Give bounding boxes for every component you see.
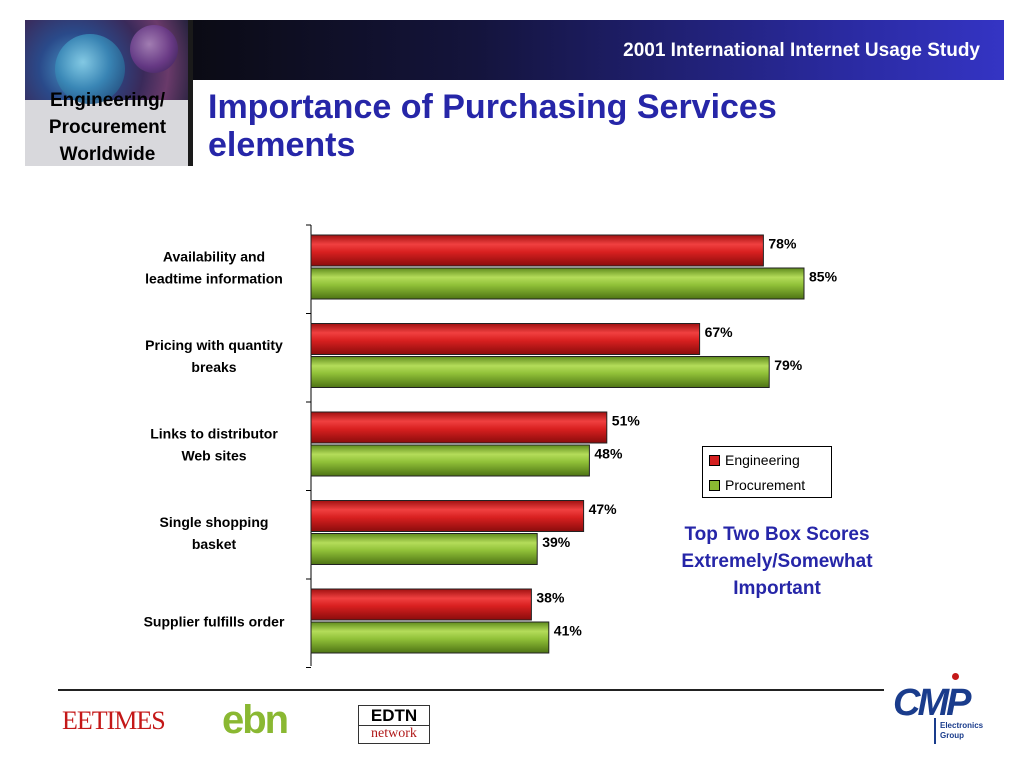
- bar-value-label: 79%: [774, 357, 803, 373]
- cmp-logo-subtitle: Electronics Group: [940, 721, 983, 741]
- logo-line-1: Engineering/: [49, 90, 166, 111]
- logo-line-2: Procurement: [48, 117, 167, 138]
- edtn-logo-top: EDTN: [370, 706, 418, 725]
- legend-item-procurement: Procurement: [709, 476, 805, 494]
- bar-value-label: 78%: [768, 236, 797, 252]
- bar-engineering: [310, 500, 585, 532]
- note-line-2: Extremely/Somewhat: [681, 551, 873, 572]
- cmp-sub-line-1: Electronics: [940, 721, 984, 730]
- chart-legend: Engineering Procurement: [702, 446, 832, 498]
- legend-swatch-engineering: [709, 454, 720, 466]
- bar-value-label: 47%: [589, 501, 618, 517]
- title-line-1: Importance of Purchasing Services: [208, 88, 777, 126]
- category-label-line: leadtime information: [145, 270, 283, 286]
- globe-image: [25, 20, 190, 104]
- eetimes-logo: EETIMES: [62, 706, 166, 735]
- page-title: Importance of Purchasing Services elemen…: [208, 88, 928, 164]
- category-label-line: Pricing with quantity: [145, 337, 283, 353]
- category-label: Availability and leadtime information: [145, 248, 283, 286]
- bar-procurement: [310, 356, 770, 388]
- bar-value-label: 51%: [612, 413, 641, 429]
- legend-label-procurement: Procurement: [725, 477, 806, 493]
- note-line-1: Top Two Box Scores: [684, 524, 870, 545]
- bar-procurement: [310, 267, 805, 300]
- bar-procurement: [310, 533, 538, 565]
- category-label-line: Supplier fulfills order: [144, 613, 285, 629]
- chart-note: Top Two Box Scores Extremely/Somewhat Im…: [652, 521, 902, 602]
- cmp-logo-dot: [952, 673, 959, 680]
- logo-divider: [188, 20, 193, 166]
- footer-divider: [58, 689, 884, 691]
- bar-value-label: 38%: [536, 590, 565, 606]
- edtn-logo-bottom: network: [359, 725, 429, 741]
- legend-label-engineering: Engineering: [725, 452, 800, 468]
- legend-item-engineering: Engineering: [709, 451, 800, 469]
- category-label-line: Availability and: [163, 248, 265, 264]
- bar-procurement: [310, 444, 590, 477]
- banner-title: 2001 International Internet Usage Study: [623, 40, 980, 61]
- category-label: Supplier fulfills order: [144, 613, 285, 629]
- edtn-logo: EDTN network: [358, 705, 430, 744]
- bar-engineering: [310, 411, 608, 444]
- cmp-sub-line-2: Group: [940, 731, 964, 740]
- bar-value-label: 85%: [809, 269, 838, 285]
- globe-icon-secondary: [130, 25, 178, 73]
- bar-engineering: [310, 323, 701, 355]
- header-banner: 2001 International Internet Usage Study: [192, 20, 1004, 80]
- logo-caption: Engineering/ Procurement Worldwide: [25, 87, 190, 166]
- cmp-logo-bar: [934, 718, 936, 744]
- bar-value-label: 41%: [554, 623, 583, 639]
- category-label: Single shopping basket: [160, 514, 269, 552]
- cmp-logo: CMP: [893, 682, 971, 724]
- category-label-line: breaks: [191, 359, 236, 375]
- ebn-logo: ebn: [222, 698, 289, 742]
- bar-engineering: [310, 234, 764, 267]
- study-logo: Engineering/ Procurement Worldwide: [25, 20, 190, 166]
- category-label-line: Web sites: [181, 447, 246, 463]
- category-label: Links to distributor Web sites: [150, 425, 278, 463]
- category-label-line: Links to distributor: [150, 425, 278, 441]
- category-label: Pricing with quantity breaks: [145, 337, 283, 375]
- bar-value-label: 48%: [594, 446, 623, 462]
- chart-plot-area: Availability and leadtime information 78% 8…: [144, 224, 838, 668]
- globe-icon: [55, 34, 125, 104]
- bar-value-label: 67%: [705, 324, 734, 340]
- bar-value-label: 39%: [542, 534, 571, 550]
- note-line-3: Important: [733, 578, 821, 599]
- category-label-line: basket: [192, 536, 237, 552]
- logo-line-3: Worldwide: [59, 144, 156, 165]
- bar-engineering: [310, 588, 532, 621]
- title-line-2: elements: [208, 126, 356, 164]
- category-label-line: Single shopping: [160, 514, 269, 530]
- bar-procurement: [310, 621, 550, 654]
- legend-swatch-procurement: [709, 479, 720, 491]
